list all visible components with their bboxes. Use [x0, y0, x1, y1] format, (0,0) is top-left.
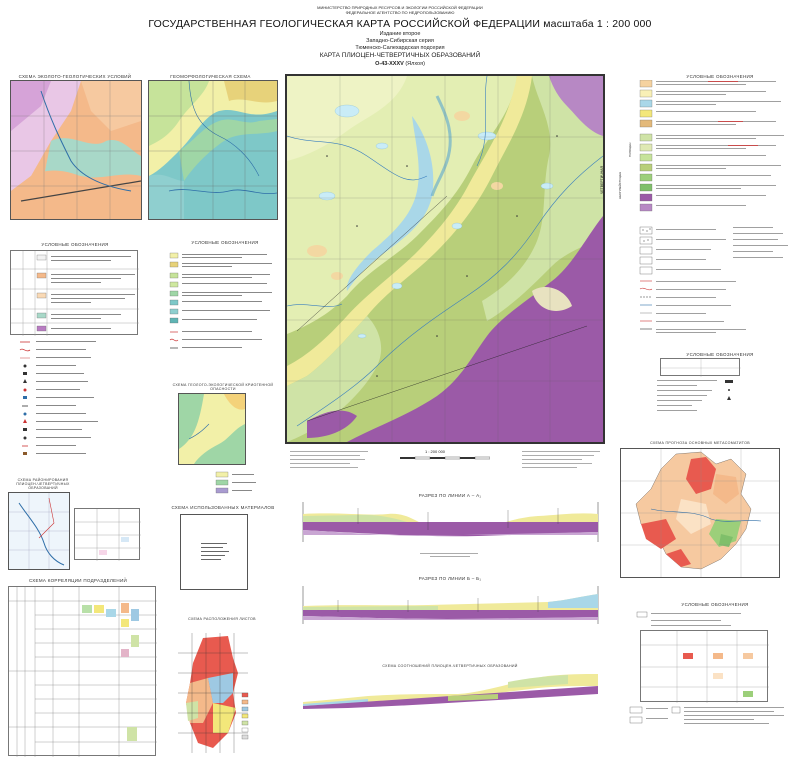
map-name: КАРТА ПЛИОЦЕН-ЧЕТВЕРТИЧНЫХ ОБРАЗОВАНИЙ — [319, 52, 481, 59]
eco-scheme-title: СХЕМА ЭКОЛОГО-ГЕОЛОГИЧЕСКИХ УСЛОВИЙ — [18, 74, 132, 79]
zoning-scheme-inset — [8, 492, 70, 570]
zoning-scheme-title: СХЕМА РАЙОНИРОВАНИЯ ПЛИОЦЕН-ЧЕТВЕРТИЧНЫХ… — [16, 478, 70, 490]
correlation-title: СХЕМА КОРРЕЛЯЦИИ ПОДРАЗДЕЛЕНИЙ — [28, 578, 128, 583]
eco-legend-table — [10, 250, 139, 336]
cross-section-2 — [302, 586, 599, 624]
landscape-scheme-inset — [178, 393, 246, 465]
map-notes-left — [290, 451, 368, 468]
zoning-table-grid — [75, 509, 141, 561]
materials-scheme-map — [201, 543, 229, 560]
relationship-scheme — [303, 674, 598, 709]
geomorph-scheme-inset — [148, 80, 278, 220]
location-scheme-title: СХЕМА РАСПОЛОЖЕНИЯ ЛИСТОВ — [188, 617, 256, 621]
eco-legend-grid — [11, 251, 139, 336]
section-3-title: СХЕМА СООТНОШЕНИЙ ПЛИОЦЕН-ЧЕТВЕРТИЧНЫХ О… — [382, 664, 518, 668]
eco-symbols-list — [19, 341, 98, 455]
sheet-number: O-43-XXXV — [375, 61, 404, 67]
materials-scheme-inset — [180, 514, 248, 590]
cross-section-1 — [302, 502, 599, 542]
main-geological-map[interactable] — [287, 76, 603, 442]
landscape-scheme-map — [179, 394, 245, 464]
distribution-scheme-map — [621, 449, 779, 577]
distribution-scheme-title: СХЕМА ПРОГНОЗА ОСНОВНЫХ МЕТАСОМАТИТОВ — [650, 441, 750, 445]
geomorph-scheme-title: ГЕОМОРФОЛОГИЧЕСКАЯ СХЕМА — [170, 74, 251, 79]
right-legend3-title: УСЛОВНЫЕ ОБОЗНАЧЕНИЯ — [681, 602, 749, 607]
correlation-table — [8, 586, 157, 757]
section-1-title: РАЗРЕЗ ПО ЛИНИИ А – А₁ — [418, 493, 482, 498]
correlation-grid — [9, 587, 157, 757]
map-notes-right — [522, 451, 600, 468]
sheet-id-block: O-43-XXXV (Ялхоя) — [0, 61, 800, 67]
map-title: ГОСУДАРСТВЕННАЯ ГЕОЛОГИЧЕСКАЯ КАРТА РОСС… — [148, 18, 652, 30]
ministry-line-1: МИНИСТЕРСТВО ПРИРОДНЫХ РЕСУРСОВ И ЭКОЛОГ… — [317, 5, 483, 10]
location-scheme-map — [178, 633, 249, 753]
series-label: Западно-Сибирская серия — [366, 38, 434, 44]
sheet-name: (Ялхоя) — [405, 61, 425, 67]
materials-scheme-title: СХЕМА ИСПОЛЬЗОВАННЫХ МАТЕРИАЛОВ — [171, 505, 275, 510]
main-map-frame — [285, 74, 605, 444]
right-legend-title: УСЛОВНЫЕ ОБОЗНАЧЕНИЯ — [686, 74, 754, 79]
right-bottom-notes — [629, 706, 784, 724]
neopleistocene-label: НЕОПЛЕЙСТОЦЕН — [618, 171, 622, 199]
distribution-scheme-inset — [620, 448, 780, 578]
eco-legend-title: УСЛОВНЫЕ ОБОЗНАЧЕНИЯ — [41, 242, 109, 247]
holocene-label: ГОЛОЦЕН — [628, 142, 632, 158]
right-legend2-list — [657, 380, 733, 411]
right-legend2-title: УСЛОВНЫЕ ОБОЗНАЧЕНИЯ — [686, 352, 754, 357]
geomorph-scheme-map — [149, 81, 277, 219]
right-legend2-grid — [661, 359, 741, 377]
edition-label: Издание второе — [379, 31, 421, 37]
subseries-label: Тюменско-Салехардская подсерия — [355, 45, 445, 51]
location-scheme-inset — [178, 633, 263, 753]
right-legend3-table — [640, 630, 769, 703]
eco-scheme-map — [11, 81, 141, 219]
geomorph-legend-list — [169, 252, 272, 349]
section-1-scale — [420, 553, 478, 557]
section-2-title: РАЗРЕЗ ПО ЛИНИИ Б – Б₁ — [418, 576, 482, 581]
quaternary-label: ЧЕТВЕРТИЧНАЯ — [600, 165, 604, 195]
right-legend-swatches — [639, 80, 784, 212]
scale-bar — [400, 456, 490, 460]
zoning-table — [74, 508, 141, 561]
main-map-scale: 1 : 200 000 — [425, 449, 446, 454]
right-legend2-table — [660, 358, 741, 377]
ministry-line-2: ФЕДЕРАЛЬНОЕ АГЕНТСТВО ПО НЕДРОПОЛЬЗОВАНИ… — [345, 10, 455, 15]
right-legend3-grid — [641, 631, 769, 703]
right-symbols-list — [639, 226, 788, 333]
zoning-scheme-map — [9, 493, 69, 569]
landscape-legend — [215, 471, 256, 494]
eco-scheme-inset — [10, 80, 142, 220]
geomorph-legend-title: УСЛОВНЫЕ ОБОЗНАЧЕНИЯ — [191, 240, 259, 245]
right-legend3-notes — [636, 611, 741, 626]
landscape-scheme-title: СХЕМА ГЕОЛОГО-ЭКОЛОГИЧЕСКОЙ КРИОГЕННОЙ О… — [172, 383, 274, 391]
